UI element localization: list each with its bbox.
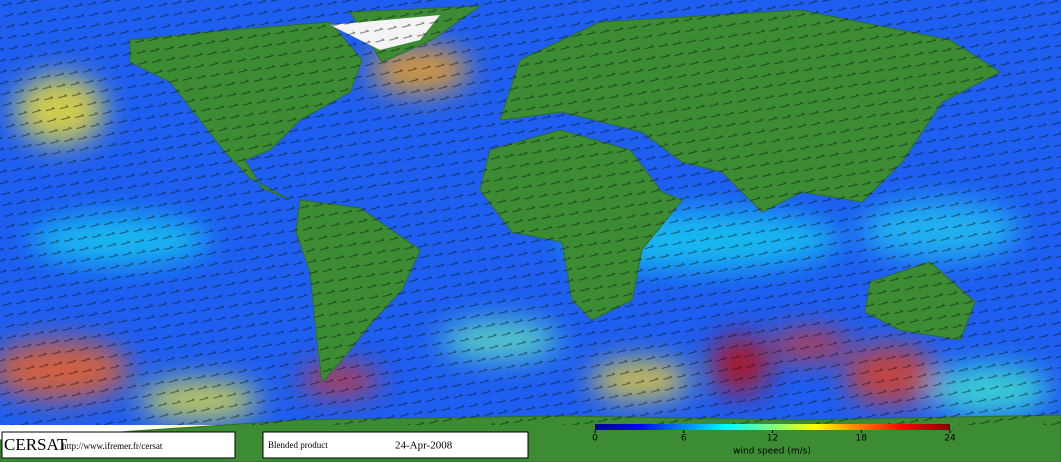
colorbar-tick-label: 24 <box>944 434 956 444</box>
product: Blended product <box>268 440 328 450</box>
colorbar: wind speed (m/s) 0 6 12 18 24 <box>592 424 956 457</box>
colorbar-tick-label: 0 <box>592 434 598 444</box>
url: http://www.ifremer.fr/cersat <box>62 441 163 451</box>
colorbar-scale <box>595 424 950 430</box>
brand: CERSAT <box>4 435 68 454</box>
footer-box <box>262 431 529 459</box>
date: 24-Apr-2008 <box>395 440 453 452</box>
colorbar-tick-label: 18 <box>856 434 868 444</box>
colorbar-tick-label: 12 <box>767 434 778 444</box>
colorbar-tick-label: 6 <box>681 434 687 444</box>
footer-box <box>1 431 236 459</box>
wind-vectors <box>0 0 1061 425</box>
colorbar-label: wind speed (m/s) <box>733 447 811 457</box>
